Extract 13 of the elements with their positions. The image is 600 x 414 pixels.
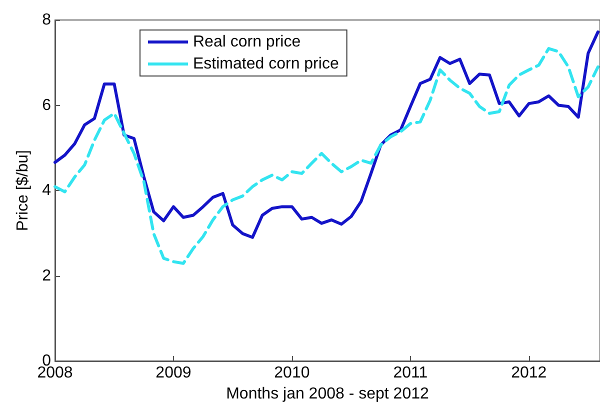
- y-tick-label: 4: [42, 182, 52, 199]
- y-tick-label: 8: [42, 12, 52, 28]
- x-axis-title: Months jan 2008 - sept 2012: [226, 385, 429, 402]
- x-tick-label: 2011: [393, 364, 428, 382]
- legend-label: Estimated corn price: [193, 56, 339, 72]
- y-tick-label: 6: [42, 96, 52, 114]
- legend-label: Real corn price: [193, 34, 301, 50]
- x-tick-label: 2010: [274, 364, 310, 382]
- y-tick-label: 2: [42, 267, 52, 284]
- x-tick-label: 2012: [511, 364, 547, 382]
- line-series: [54, 30, 600, 239]
- y-axis-title: Price [$/bu]: [14, 150, 32, 231]
- x-tick-label: 2009: [156, 364, 192, 382]
